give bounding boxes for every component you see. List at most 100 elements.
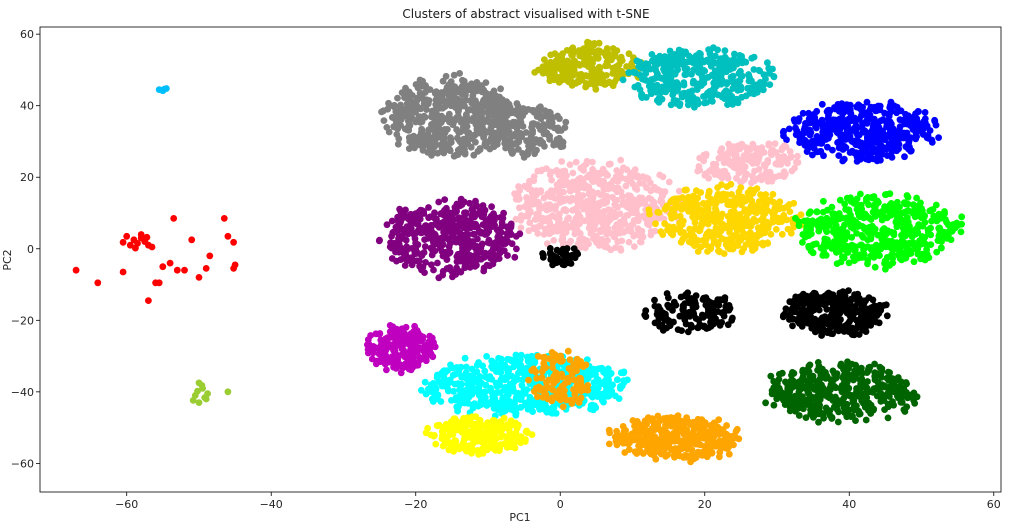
data-point [714, 46, 721, 54]
data-point [543, 404, 550, 411]
data-point [624, 376, 631, 384]
data-point [896, 116, 904, 124]
data-point [887, 152, 895, 159]
data-point [583, 203, 590, 211]
data-point [454, 380, 462, 387]
data-point [409, 104, 416, 111]
data-point [897, 244, 905, 252]
data-point [428, 395, 436, 403]
data-point [583, 157, 591, 165]
data-point [697, 189, 705, 196]
data-point [838, 230, 845, 237]
data-point [513, 405, 521, 412]
data-point [443, 377, 451, 385]
data-point [823, 306, 831, 313]
data-point [519, 365, 527, 372]
data-point [907, 120, 914, 128]
data-point [797, 130, 805, 138]
data-point [890, 102, 898, 110]
data-point [742, 197, 749, 205]
data-point [431, 117, 439, 125]
data-point [549, 212, 557, 219]
data-point [394, 94, 401, 102]
data-point [867, 103, 875, 111]
data-point [853, 317, 860, 324]
data-point [626, 192, 634, 200]
data-point [925, 135, 932, 142]
data-point [680, 304, 687, 311]
data-point [577, 175, 585, 183]
data-point [540, 194, 548, 202]
data-point [609, 184, 617, 192]
data-point [715, 247, 722, 255]
data-point [699, 296, 707, 303]
data-point [839, 110, 846, 117]
data-point [570, 245, 578, 253]
data-point [855, 211, 863, 219]
data-point [807, 208, 814, 216]
data-point [511, 374, 519, 382]
data-point [467, 143, 475, 151]
data-point [663, 290, 671, 297]
data-point [792, 293, 800, 301]
data-point [694, 167, 702, 175]
data-point [549, 114, 557, 122]
data-point [430, 266, 437, 274]
data-point [818, 116, 826, 124]
data-point [677, 238, 685, 246]
data-point [769, 146, 777, 154]
data-point [864, 260, 871, 268]
data-point [864, 135, 871, 143]
data-point [786, 312, 794, 320]
data-point [799, 290, 807, 298]
data-point [609, 70, 617, 77]
data-point [402, 339, 409, 347]
data-point [688, 87, 696, 95]
data-point [426, 332, 434, 340]
data-point [481, 127, 488, 135]
data-point [715, 239, 722, 246]
data-point [417, 105, 425, 113]
data-point [865, 225, 872, 233]
data-point [694, 100, 702, 108]
data-point [721, 89, 728, 96]
data-point [841, 236, 849, 243]
data-point [919, 125, 927, 133]
data-point [444, 367, 451, 374]
data-point [873, 121, 881, 128]
data-point [508, 150, 516, 157]
data-point [550, 76, 558, 84]
data-point [468, 390, 476, 398]
data-point [458, 240, 465, 248]
data-point [368, 355, 376, 363]
data-point [582, 244, 589, 252]
data-point [489, 358, 496, 366]
data-point [738, 93, 746, 101]
data-point [617, 156, 625, 164]
data-point [702, 150, 710, 158]
data-point [397, 256, 405, 263]
data-point [845, 259, 853, 267]
data-point [747, 239, 754, 247]
data-point [814, 139, 822, 147]
data-point [662, 88, 670, 96]
data-point [846, 106, 854, 114]
data-point [490, 402, 498, 410]
data-point [583, 173, 591, 181]
data-point [707, 322, 715, 330]
data-point [551, 206, 559, 213]
data-point [525, 227, 533, 235]
data-point [485, 228, 493, 235]
data-point [679, 201, 687, 209]
data-point [402, 206, 409, 214]
data-point [512, 215, 520, 223]
data-point [480, 267, 488, 275]
data-point [854, 223, 862, 231]
data-point [543, 64, 551, 71]
data-point [441, 196, 449, 204]
data-point [509, 118, 517, 126]
data-point [937, 244, 945, 252]
data-point [416, 215, 424, 223]
data-point [764, 59, 771, 67]
data-point [462, 259, 470, 267]
